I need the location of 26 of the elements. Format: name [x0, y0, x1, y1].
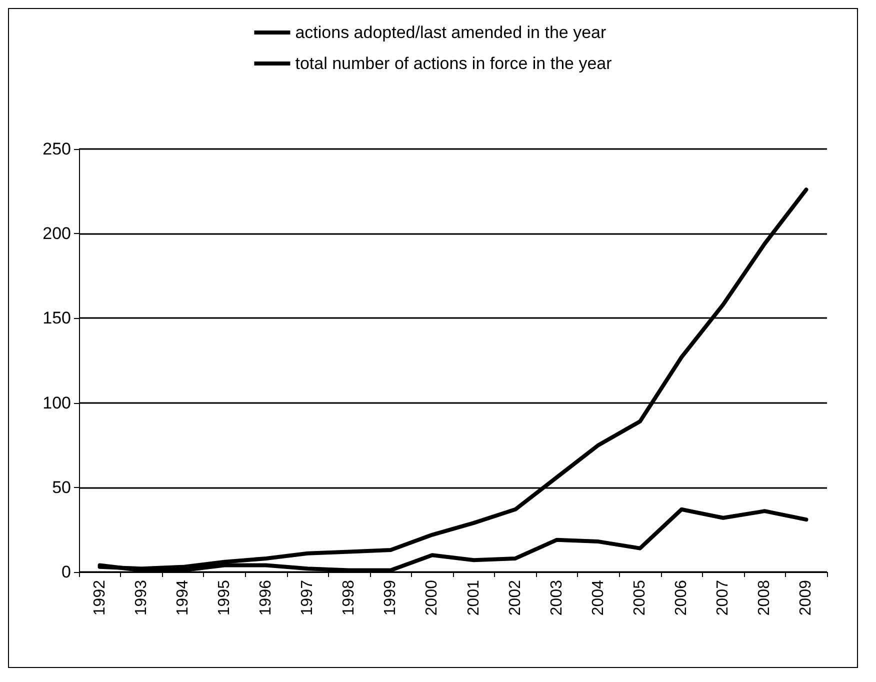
x-tick-label: 1997	[299, 580, 316, 616]
y-tick-label: 150	[42, 308, 71, 328]
x-tick-label: 1998	[340, 580, 358, 616]
x-tick-label: 2008	[756, 580, 774, 616]
x-tick-label: 1994	[174, 580, 192, 616]
x-tick-label: 2001	[465, 580, 482, 616]
x-tick-label: 2002	[506, 580, 524, 616]
y-tick-label: 0	[62, 562, 71, 582]
y-tick-label: 250	[42, 140, 71, 158]
legend-label: total number of actions in force in the year	[295, 54, 612, 73]
x-tick-label: 1999	[382, 580, 400, 616]
x-tick-label: 1993	[132, 580, 150, 616]
y-tick-label: 200	[42, 224, 71, 244]
legend-label: actions adopted/last amended in the year	[295, 23, 606, 42]
x-tick-label: 2009	[798, 580, 815, 616]
x-tick-label: 2003	[548, 580, 566, 616]
x-tick-label: 2007	[714, 580, 732, 616]
x-tick-label: 1992	[91, 580, 108, 616]
x-tick-label: 2000	[424, 580, 441, 616]
x-tick-label: 2004	[590, 580, 607, 616]
x-tick-label: 2005	[632, 580, 648, 616]
x-tick-label: 1996	[258, 580, 274, 616]
x-tick-label: 1995	[216, 580, 233, 616]
y-tick-label: 50	[52, 478, 71, 497]
y-tick-label: 100	[42, 393, 71, 412]
x-tick-label: 2006	[673, 580, 690, 616]
